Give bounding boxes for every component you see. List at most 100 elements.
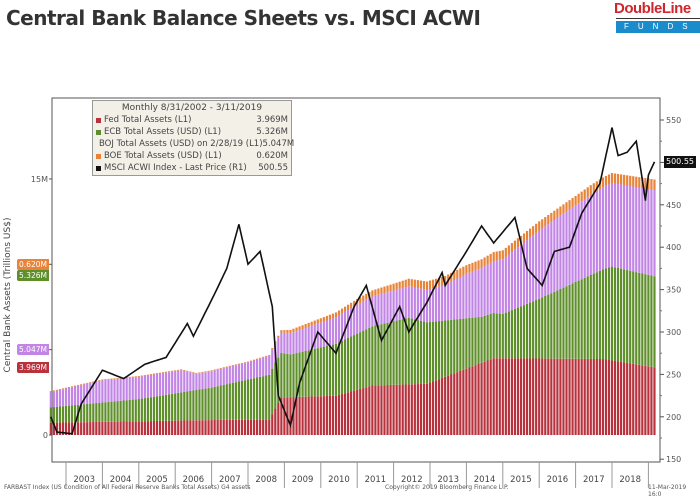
right-tick-label: 200 [666, 413, 681, 422]
bar-segment [522, 242, 526, 306]
bar-segment [119, 421, 122, 435]
bar-segment [186, 391, 189, 421]
bar-segment [474, 270, 477, 318]
bar-segment [165, 394, 168, 421]
bar-segment [544, 358, 547, 435]
bar-segment [307, 326, 310, 351]
bar-segment [638, 364, 641, 435]
bar-segment [207, 388, 210, 421]
bar-segment [243, 380, 247, 420]
bar-segment [592, 183, 595, 193]
bar-segment [601, 177, 604, 188]
bar-segment [325, 320, 328, 346]
bar-segment [434, 287, 438, 322]
bar-segment [343, 311, 347, 340]
bar-segment [177, 369, 180, 371]
bar-segment [377, 294, 380, 325]
bar-segment [74, 385, 77, 387]
bar-segment [380, 385, 383, 435]
bar-segment [529, 237, 532, 303]
bar-segment [180, 392, 183, 421]
bar-segment [174, 393, 177, 421]
bar-segment [137, 421, 140, 435]
bar-segment [529, 302, 532, 359]
bar-segment [231, 365, 234, 366]
bar-segment [577, 203, 580, 281]
bar-segment [262, 357, 265, 377]
bar-segment [371, 326, 374, 386]
bar-segment [604, 175, 608, 186]
bar-segment [292, 353, 295, 398]
bar-segment [192, 372, 195, 374]
x-tick-label: 2018 [619, 475, 641, 485]
bar-segment [89, 403, 92, 423]
bar-segment [468, 272, 471, 318]
bar-segment [180, 369, 183, 371]
bar-segment [146, 421, 149, 435]
bar-segment [532, 235, 535, 302]
bar-segment [650, 366, 653, 435]
bar-segment [556, 290, 559, 359]
bar-segment [152, 421, 156, 435]
bar-segment [192, 373, 195, 391]
bar-segment [468, 263, 471, 273]
bar-segment [189, 372, 192, 391]
bar-segment [158, 420, 162, 435]
bar-segment [337, 342, 341, 395]
bar-segment [277, 357, 280, 403]
bar-segment [471, 317, 474, 367]
bar-segment [425, 289, 429, 323]
bar-segment [419, 383, 422, 435]
bar-segment [189, 420, 192, 435]
bar-segment [49, 391, 52, 392]
bar-segment [541, 228, 544, 298]
bar-segment [55, 390, 58, 407]
bar-segment [623, 184, 626, 270]
bar-segment [638, 177, 641, 188]
tag-boj-value: 5.047M [17, 344, 49, 355]
bar-segment [280, 330, 283, 333]
bar-segment [495, 260, 498, 314]
bar-segment [456, 269, 459, 279]
bar-segment [268, 419, 271, 435]
bar-segment [256, 377, 259, 420]
bar-segment [441, 320, 444, 378]
bar-segment [544, 226, 547, 296]
bar-segment [559, 215, 562, 290]
bar-segment [198, 420, 201, 435]
bar-segment [252, 360, 256, 379]
bar-segment [425, 322, 429, 384]
bar-segment [271, 414, 274, 435]
bar-segment [70, 387, 74, 406]
bar-segment [389, 384, 392, 435]
bar-segment [289, 354, 292, 398]
bar-segment [74, 386, 77, 406]
bar-segment [340, 394, 344, 435]
bar-segment [492, 358, 495, 435]
bar-segment [219, 419, 222, 435]
bar-segment [519, 244, 523, 307]
bar-segment [532, 301, 535, 359]
bar-segment [213, 370, 216, 387]
bar-segment [516, 247, 520, 308]
bar-segment [453, 271, 456, 281]
bar-segment [95, 421, 98, 435]
bar-segment [486, 314, 489, 361]
bar-segment [586, 276, 589, 359]
bar-segment [407, 317, 410, 385]
bar-segment [286, 333, 289, 354]
bar-segment [152, 396, 156, 422]
bar-segment [234, 365, 237, 383]
bar-segment [113, 379, 116, 402]
bar-segment [58, 406, 62, 423]
bar-segment [243, 363, 247, 381]
bar-segment [480, 259, 483, 269]
bar-segment [104, 380, 107, 403]
bar-segment [277, 402, 280, 435]
bar-segment [456, 319, 459, 373]
bar-segment [604, 185, 608, 269]
bar-segment [240, 363, 244, 381]
x-tick-label: 2006 [183, 475, 205, 485]
bar-segment [629, 185, 632, 271]
bar-segment [271, 349, 274, 369]
